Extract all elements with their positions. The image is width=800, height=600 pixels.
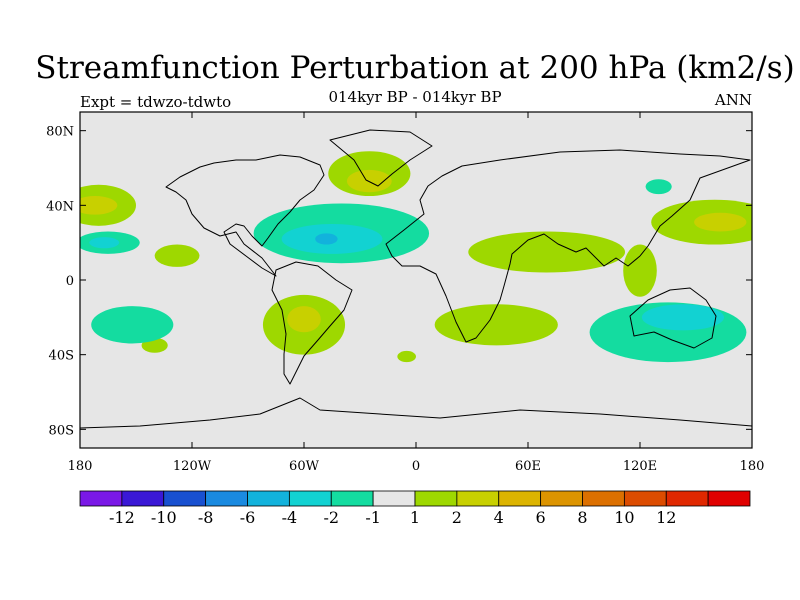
greenland-coastline — [329, 129, 433, 187]
chart-subtitle: 014kyr BP - 014kyr BP — [328, 88, 502, 106]
anomaly-australia-neg2 — [641, 304, 724, 331]
lat-tick-label: 0 — [66, 274, 74, 289]
colorbar-label: -6 — [240, 508, 256, 527]
colorbar-swatch — [623, 490, 667, 507]
anomaly-siberia-neg1 — [645, 179, 672, 195]
chart-title: Streamfunction Perturbation at 200 hPa (… — [35, 50, 795, 86]
colorbar-label: -2 — [323, 508, 339, 527]
antarctica-coastline — [80, 397, 752, 429]
anomaly-atlantic-neg4 — [315, 233, 338, 245]
anomaly-s-america-4 — [287, 306, 321, 333]
colorbar-label: 12 — [656, 508, 676, 527]
anomaly-c-pacific-2 — [154, 244, 200, 267]
colorbar-swatch — [707, 490, 751, 507]
anomaly-n-pacific-neg2 — [89, 237, 120, 249]
colorbar: -12 -10 -8 -6 -4 -2 -1 1 2 4 6 8 10 12 — [79, 490, 751, 527]
coastline-layer — [80, 129, 752, 429]
colorbar-label: 10 — [614, 508, 634, 527]
colorbar-label: -12 — [109, 508, 135, 527]
lat-tick-label: 40S — [49, 349, 74, 364]
colorbar-label: -10 — [151, 508, 177, 527]
colorbar-swatch — [79, 490, 123, 507]
colorbar-swatch — [205, 490, 248, 507]
lon-tick-label: 120E — [623, 459, 657, 474]
experiment-label: Expt = tdwzo-tdwto — [80, 93, 232, 111]
lat-tick-label: 40N — [46, 199, 74, 214]
colorbar-label: 2 — [452, 508, 462, 527]
colorbar-label: -4 — [282, 508, 298, 527]
lon-tick-label: 180 — [740, 459, 765, 474]
colorbar-label: -8 — [198, 508, 214, 527]
anomaly-s-indian-2 — [434, 304, 558, 346]
lon-tick-label: 180 — [68, 459, 93, 474]
colorbar-label: 8 — [577, 508, 587, 527]
colorbar-swatch — [540, 490, 583, 507]
colorbar-swatch — [665, 490, 709, 507]
anomaly-s-atlantic-2 — [397, 350, 416, 363]
anomaly-s-pacific-neg1 — [91, 306, 174, 344]
season-label: ANN — [714, 91, 752, 109]
anomaly-nw-pacific-4 — [694, 212, 747, 232]
colorbar-swatch — [498, 490, 542, 507]
anomaly-fill-layer — [80, 151, 752, 363]
anomaly-n-atlantic-4 — [346, 169, 392, 193]
lon-tick-label: 120W — [173, 459, 212, 474]
colorbar-label: 1 — [410, 508, 420, 527]
south-america-coastline — [271, 261, 353, 385]
anomaly-w-pacific-2 — [623, 244, 657, 297]
colorbar-label: 4 — [494, 508, 504, 527]
lon-tick-label: 0 — [412, 459, 420, 474]
colorbar-swatch — [372, 490, 416, 507]
lat-tick-label: 80S — [49, 423, 74, 438]
anomaly-n-pacific-4 — [80, 196, 118, 215]
anomaly-tropical-band-2 — [468, 231, 626, 273]
colorbar-swatch — [121, 490, 165, 507]
australia-coastline — [629, 287, 717, 349]
axis-layer: 80N 40N 0 40S 80S 180 120W 60W 0 60E 120E 180 — [46, 112, 764, 474]
eurasia-africa-coastline — [385, 149, 751, 343]
colorbar-swatch — [456, 490, 500, 507]
colorbar-swatch — [330, 490, 374, 507]
lon-tick-label: 60E — [515, 459, 541, 474]
colorbar-label: -1 — [365, 508, 381, 527]
lat-tick-label: 80N — [46, 125, 74, 140]
north-america-coastline — [165, 154, 325, 277]
colorbar-swatch — [163, 490, 207, 507]
lon-tick-label: 60W — [289, 459, 320, 474]
colorbar-swatch — [582, 490, 625, 507]
colorbar-swatch — [414, 490, 458, 507]
colorbar-label: 6 — [536, 508, 546, 527]
colorbar-swatch — [288, 490, 332, 507]
colorbar-swatch — [247, 490, 290, 507]
